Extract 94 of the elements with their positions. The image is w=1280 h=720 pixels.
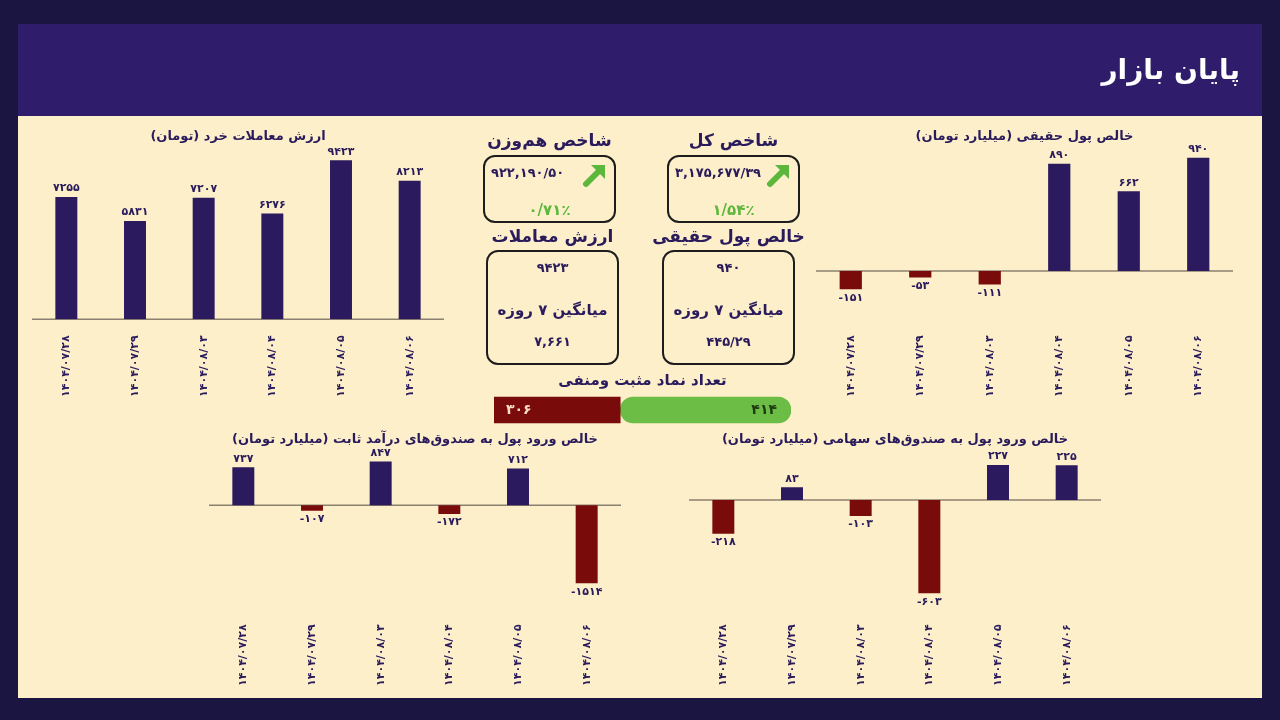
x-tick-label: ۱۴۰۴/۰۸/۰۶ <box>579 624 593 686</box>
x-tick-label: ۱۴۰۴/۰۷/۲۹ <box>304 623 318 686</box>
data-label: ۶۲۷۶ <box>258 197 286 211</box>
x-tick-label: ۱۴۰۴/۰۸/۰۴ <box>1052 334 1066 397</box>
data-label: ۷۳۷ <box>233 451 254 465</box>
data-label: -۱۰۳ <box>848 517 874 531</box>
data-label: ۸۹۰ <box>1049 148 1070 162</box>
data-label: -۱۷۲ <box>436 515 462 529</box>
data-label: -۱۰۷ <box>299 512 325 526</box>
data-label: -۱۵۱ <box>838 290 864 304</box>
bar <box>330 160 352 320</box>
text: ۳,۱۷۵,۶۷۷/۳۹ <box>675 164 762 182</box>
bar <box>1187 157 1210 272</box>
x-tick-label: ۱۴۰۴/۰۷/۲۹ <box>784 623 798 686</box>
text: شاخص کل <box>688 129 779 152</box>
text: ارزش معاملات <box>491 225 614 248</box>
data-label: -۵۳ <box>911 278 930 292</box>
x-tick-label: ۱۴۰۴/۰۷/۲۸ <box>716 623 730 686</box>
x-tick-label: ۱۴۰۴/۰۸/۰۵ <box>1121 334 1135 397</box>
chart-title: خالص پول حقیقی (میلیارد تومان) <box>915 128 1134 144</box>
data-label: ۲۲۵ <box>1056 449 1078 463</box>
x-tick-label: ۱۴۰۴/۰۸/۰۶ <box>1191 335 1205 397</box>
chart-title: خالص ورود پول به صندوق‌های درآمد ثابت (میلیارد تومان) <box>232 430 598 447</box>
x-tick-label: ۱۴۰۴/۰۸/۰۵ <box>990 623 1004 686</box>
x-tick-label: ۱۴۰۴/۰۷/۲۹ <box>127 334 141 397</box>
bar <box>232 467 255 506</box>
x-tick-label: ۱۴۰۴/۰۷/۲۸ <box>59 334 73 397</box>
x-tick-label: ۱۴۰۴/۰۸/۰۴ <box>442 623 456 686</box>
x-tick-label: ۱۴۰۴/۰۸/۰۶ <box>402 335 416 397</box>
bar <box>987 464 1009 500</box>
data-label: ۸۲۱۳ <box>396 165 424 179</box>
data-label: ۵۸۳۱ <box>121 205 149 219</box>
x-tick-label: ۱۴۰۴/۰۸/۰۳ <box>982 334 996 397</box>
data-label: ۲۲۷ <box>987 449 1009 463</box>
text: خالص پول حقیقی <box>652 225 805 248</box>
data-label: ۷۱۲ <box>507 452 529 466</box>
bar <box>978 271 1001 285</box>
bar <box>192 197 215 320</box>
data-label: -۱۵۱۴ <box>570 584 603 598</box>
text: ۹۴۲۳ <box>536 259 569 277</box>
bar <box>369 461 392 506</box>
bar <box>55 196 78 320</box>
x-tick-label: ۱۴۰۴/۰۸/۰۴ <box>922 623 936 686</box>
chart-title: خالص ورود پول به صندوق‌های سهامی (میلیارد تومان) <box>721 431 1069 447</box>
data-label: ۳۰۶ <box>506 400 532 417</box>
x-tick-label: ۱۴۰۴/۰۸/۰۶ <box>1059 624 1073 686</box>
bar <box>507 468 529 506</box>
data-label: ۹۴۲۳ <box>327 144 355 158</box>
bar <box>124 220 146 320</box>
text: میانگین ۷ روزه <box>673 300 784 321</box>
text: ۹۴۰ <box>716 259 741 277</box>
x-tick-label: ۱۴۰۴/۰۸/۰۵ <box>333 334 347 397</box>
text: میانگین ۷ روزه <box>497 300 608 321</box>
data-label: -۲۱۸ <box>710 535 736 549</box>
bar <box>1117 191 1140 272</box>
bar <box>1055 465 1078 500</box>
bar <box>918 500 941 594</box>
data-label: ۹۴۰ <box>1188 142 1209 156</box>
bar <box>438 505 461 515</box>
bar <box>909 271 932 278</box>
text: شاخص هم‌وزن <box>487 129 612 152</box>
x-tick-label: ۱۴۰۴/۰۸/۰۵ <box>510 623 524 686</box>
text: ۰/۷۱٪ <box>528 200 571 220</box>
bar <box>1048 163 1071 272</box>
x-tick-label: ۱۴۰۴/۰۷/۲۹ <box>913 334 927 397</box>
data-label: -۶۰۳ <box>916 594 942 608</box>
bar <box>575 505 598 584</box>
bar <box>781 487 803 500</box>
bar <box>261 213 284 320</box>
text: پایان بازار <box>1101 52 1240 88</box>
data-label: ۴۱۴ <box>751 400 778 417</box>
data-label: ۷۲۰۷ <box>190 182 218 196</box>
data-label: ۸۴۷ <box>370 445 392 459</box>
data-label: -۱۱۱ <box>977 285 1003 299</box>
bar <box>849 500 872 516</box>
bar <box>712 500 735 534</box>
text: ۷,۶۶۱ <box>534 333 571 351</box>
text: ۴۴۵/۲۹ <box>706 333 751 351</box>
data-label: ۷۲۵۵ <box>52 181 81 195</box>
x-tick-label: ۱۴۰۴/۰۸/۰۳ <box>853 623 867 686</box>
text: ۹۲۲,۱۹۰/۵۰ <box>491 164 565 182</box>
x-tick-label: ۱۴۰۴/۰۸/۰۳ <box>196 334 210 397</box>
chart-title: ارزش معاملات خرد (تومان) <box>150 128 326 144</box>
bar <box>398 180 421 320</box>
data-label: ۸۳ <box>785 471 799 485</box>
x-tick-label: ۱۴۰۴/۰۷/۲۸ <box>236 623 250 686</box>
bar <box>301 505 323 511</box>
text: ۱/۵۴٪ <box>712 200 755 220</box>
x-tick-label: ۱۴۰۴/۰۸/۰۳ <box>373 623 387 686</box>
data-label: ۶۶۲ <box>1118 175 1140 189</box>
chart-title: تعداد نماد مثبت ومنفی <box>558 370 727 389</box>
x-tick-label: ۱۴۰۴/۰۷/۲۸ <box>843 334 857 397</box>
x-tick-label: ۱۴۰۴/۰۸/۰۴ <box>265 334 279 397</box>
bar <box>839 271 862 290</box>
